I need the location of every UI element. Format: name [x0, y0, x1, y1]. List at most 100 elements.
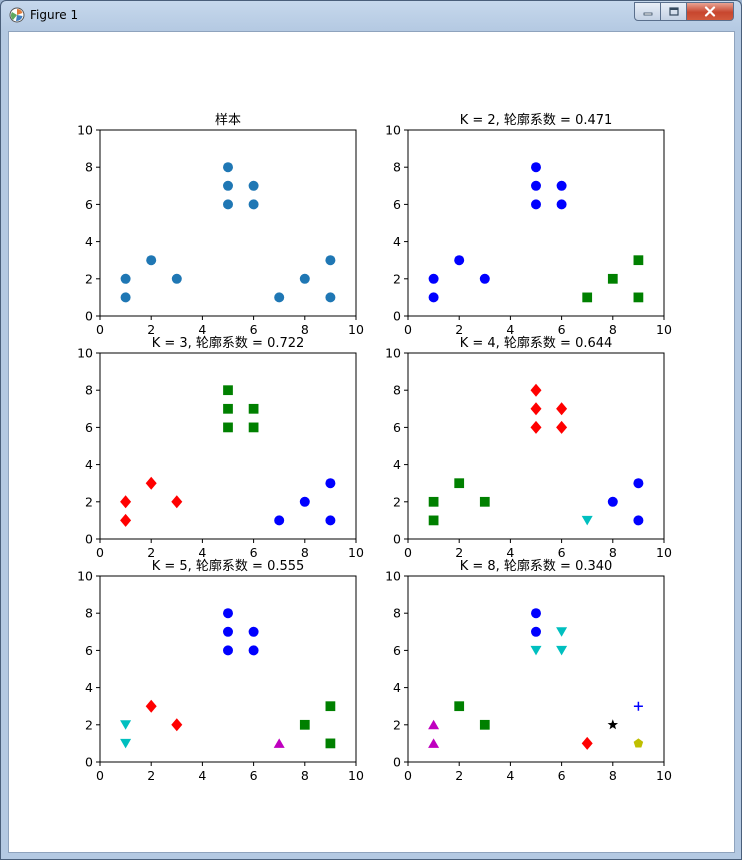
x-tick-label: 0	[404, 322, 412, 337]
data-point	[223, 645, 233, 656]
data-point	[607, 496, 618, 507]
data-point	[171, 273, 182, 284]
subplot-5: 0 2 4 6 8 10 0 2 4 6 8 10 K = 5, 轮廓系数 = 0.555	[77, 558, 364, 783]
data-point	[428, 515, 439, 526]
data-point	[120, 292, 131, 303]
data-point	[223, 180, 233, 191]
close-button[interactable]	[686, 2, 734, 21]
data-point	[223, 162, 233, 173]
subplot-title: K = 4, 轮廓系数 = 0.644	[460, 335, 613, 351]
y-tick-label: 4	[85, 680, 93, 695]
data-point	[223, 199, 233, 210]
data-point	[531, 162, 541, 173]
data-point	[633, 255, 644, 266]
data-point	[633, 701, 643, 711]
data-point	[530, 420, 542, 434]
subplot-title: K = 3, 轮廓系数 = 0.722	[152, 335, 305, 351]
y-tick-label: 10	[77, 123, 93, 138]
data-point	[325, 738, 336, 749]
y-tick-label: 10	[385, 346, 401, 361]
data-point	[248, 645, 259, 656]
data-point	[530, 402, 542, 416]
minimize-button[interactable]	[634, 2, 661, 21]
y-tick-label: 4	[393, 234, 401, 249]
y-tick-label: 8	[393, 383, 401, 398]
data-point	[531, 626, 541, 637]
maximize-button[interactable]	[660, 2, 687, 21]
data-point	[428, 738, 440, 748]
data-point	[428, 496, 439, 507]
x-tick-label: 10	[348, 322, 364, 337]
data-point	[530, 645, 542, 656]
data-point	[171, 718, 183, 732]
y-tick-label: 0	[393, 755, 401, 770]
y-tick-label: 2	[393, 271, 401, 286]
y-tick-label: 8	[85, 160, 93, 175]
y-tick-label: 6	[85, 643, 93, 658]
y-tick-label: 6	[85, 420, 93, 435]
data-point	[273, 738, 285, 748]
data-point	[633, 478, 644, 489]
x-tick-label: 6	[250, 768, 258, 783]
y-tick-label: 8	[393, 606, 401, 621]
data-point	[556, 420, 568, 434]
axes-frame	[99, 129, 357, 317]
x-tick-label: 0	[96, 545, 104, 560]
data-point	[145, 699, 157, 713]
title-bar[interactable]: Figure 1	[1, 1, 741, 31]
y-tick-label: 2	[393, 717, 401, 732]
data-point	[299, 719, 310, 730]
y-tick-label: 2	[85, 494, 93, 509]
figure-canvas[interactable]: 0 2 4 6 8 10 0 2 4 6 8 10 样本 0 2 4 6 8 10 0 2 4 6 8 10 K = 2, 轮廓系…	[8, 31, 735, 853]
data-point	[248, 403, 259, 414]
data-point	[145, 476, 157, 490]
y-tick-label: 10	[385, 123, 401, 138]
window-title: Figure 1	[30, 8, 79, 22]
y-tick-label: 6	[85, 197, 93, 212]
data-point	[223, 422, 233, 433]
data-point	[120, 720, 132, 730]
data-point	[325, 515, 336, 526]
x-tick-label: 4	[506, 322, 514, 337]
subplot-title: K = 2, 轮廓系数 = 0.471	[460, 112, 613, 128]
y-tick-label: 10	[77, 346, 93, 361]
x-tick-label: 8	[609, 768, 617, 783]
data-point	[120, 513, 132, 527]
data-point	[582, 292, 593, 303]
y-tick-label: 10	[385, 569, 401, 584]
y-tick-label: 8	[85, 383, 93, 398]
minimize-icon	[643, 12, 652, 15]
maximize-icon	[668, 6, 679, 16]
x-tick-label: 8	[301, 545, 309, 560]
axes-frame	[99, 575, 357, 763]
subplot-4: 0 2 4 6 8 10 0 2 4 6 8 10 K = 4, 轮廓系数 = 0.644	[385, 335, 672, 560]
data-point	[248, 422, 259, 433]
data-point	[325, 255, 336, 266]
x-tick-label: 6	[250, 322, 258, 337]
data-point	[274, 515, 285, 526]
subplot-title: 样本	[215, 113, 241, 128]
data-point	[454, 255, 465, 266]
data-point	[248, 180, 259, 191]
axes-frame	[407, 352, 665, 540]
y-tick-label: 6	[393, 197, 401, 212]
x-tick-label: 6	[250, 545, 258, 560]
data-point	[531, 180, 541, 191]
y-tick-label: 2	[85, 717, 93, 732]
data-point	[428, 292, 439, 303]
data-point	[633, 738, 644, 748]
subplot-6: 0 2 4 6 8 10 0 2 4 6 8 10 K = 8, 轮廓系数 = 0.340	[385, 558, 672, 783]
data-point	[325, 292, 336, 303]
data-point	[556, 627, 568, 637]
y-tick-label: 4	[393, 680, 401, 695]
x-tick-label: 2	[147, 768, 155, 783]
x-tick-label: 10	[656, 322, 672, 337]
x-tick-label: 6	[558, 322, 566, 337]
x-tick-label: 6	[558, 545, 566, 560]
x-tick-label: 8	[301, 768, 309, 783]
data-point	[299, 496, 310, 507]
data-point	[325, 478, 336, 489]
data-point	[633, 515, 644, 526]
data-point	[120, 495, 132, 509]
